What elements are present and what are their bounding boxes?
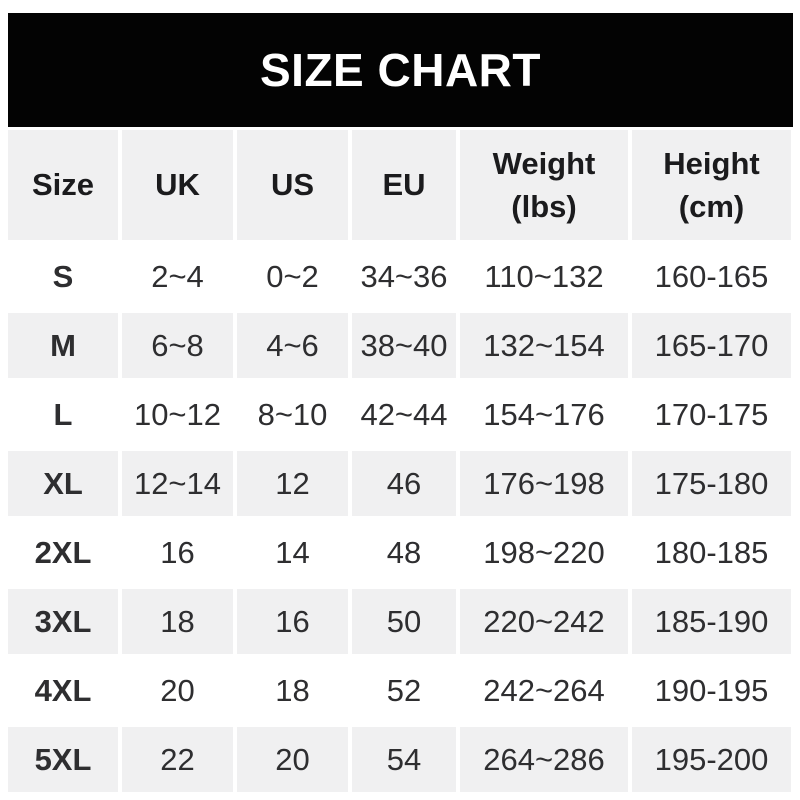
us-cell: 14 [237,520,348,585]
weight-cell: 110~132 [460,244,628,309]
us-cell: 4~6 [237,313,348,378]
table-row-3xl: 3XL 18 16 50 220~242 185-190 [8,589,791,654]
size-cell: S [8,244,118,309]
weight-cell: 132~154 [460,313,628,378]
eu-cell: 34~36 [352,244,456,309]
us-cell: 16 [237,589,348,654]
table-row-m: M 6~8 4~6 38~40 132~154 165-170 [8,313,791,378]
uk-cell: 20 [122,658,233,723]
table-row-l: L 10~12 8~10 42~44 154~176 170-175 [8,382,791,447]
height-cell: 195-200 [632,727,791,792]
column-header-size: Size [8,130,118,240]
size-cell: XL [8,451,118,516]
weight-cell: 198~220 [460,520,628,585]
page-title: SIZE CHART [260,44,541,96]
eu-cell: 46 [352,451,456,516]
height-cell: 185-190 [632,589,791,654]
size-cell: 2XL [8,520,118,585]
uk-cell: 18 [122,589,233,654]
uk-cell: 2~4 [122,244,233,309]
eu-cell: 54 [352,727,456,792]
size-chart-table: Size UK US EU Weight (lbs) Height (cm) S… [4,126,795,796]
weight-cell: 176~198 [460,451,628,516]
column-header-us: US [237,130,348,240]
us-cell: 12 [237,451,348,516]
table-row-4xl: 4XL 20 18 52 242~264 190-195 [8,658,791,723]
height-cell: 165-170 [632,313,791,378]
table-row-5xl: 5XL 22 20 54 264~286 195-200 [8,727,791,792]
weight-cell: 264~286 [460,727,628,792]
table-header-row: Size UK US EU Weight (lbs) Height (cm) [8,130,791,240]
size-cell: M [8,313,118,378]
height-cell: 160-165 [632,244,791,309]
eu-cell: 50 [352,589,456,654]
size-cell: 4XL [8,658,118,723]
weight-cell: 220~242 [460,589,628,654]
weight-cell: 242~264 [460,658,628,723]
table-row-xl: XL 12~14 12 46 176~198 175-180 [8,451,791,516]
column-header-height: Height (cm) [632,130,791,240]
uk-cell: 22 [122,727,233,792]
column-header-uk: UK [122,130,233,240]
us-cell: 20 [237,727,348,792]
column-header-eu: EU [352,130,456,240]
weight-cell: 154~176 [460,382,628,447]
size-cell: 5XL [8,727,118,792]
height-cell: 180-185 [632,520,791,585]
title-banner: SIZE CHART [8,13,793,127]
table-row-s: S 2~4 0~2 34~36 110~132 160-165 [8,244,791,309]
height-cell: 175-180 [632,451,791,516]
us-cell: 8~10 [237,382,348,447]
column-header-weight: Weight (lbs) [460,130,628,240]
uk-cell: 6~8 [122,313,233,378]
eu-cell: 38~40 [352,313,456,378]
uk-cell: 16 [122,520,233,585]
uk-cell: 10~12 [122,382,233,447]
eu-cell: 42~44 [352,382,456,447]
table-row-2xl: 2XL 16 14 48 198~220 180-185 [8,520,791,585]
eu-cell: 48 [352,520,456,585]
size-cell: 3XL [8,589,118,654]
height-cell: 190-195 [632,658,791,723]
eu-cell: 52 [352,658,456,723]
size-cell: L [8,382,118,447]
us-cell: 0~2 [237,244,348,309]
height-cell: 170-175 [632,382,791,447]
us-cell: 18 [237,658,348,723]
uk-cell: 12~14 [122,451,233,516]
